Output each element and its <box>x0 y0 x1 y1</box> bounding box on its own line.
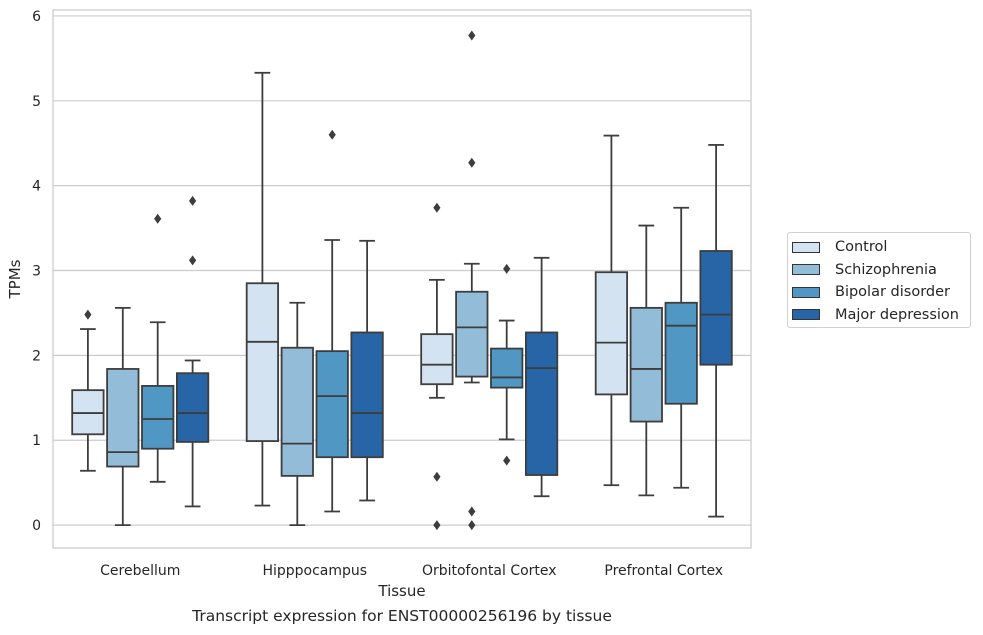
legend-swatch <box>792 309 820 321</box>
box-group <box>420 202 454 531</box>
x-tick-label: Prefrontal Cortex <box>604 563 723 579</box>
x-tick-label: Cerebellum <box>100 563 180 579</box>
boxes <box>71 30 733 531</box>
box-group <box>71 309 105 472</box>
box <box>699 250 733 366</box>
outlier-point <box>433 520 441 531</box>
box-group <box>315 129 349 513</box>
box <box>629 306 663 423</box>
legend-item: Major depression <box>792 304 970 327</box>
box-group <box>175 195 210 508</box>
legend-label: Bipolar disorder <box>835 284 950 301</box>
box <box>420 333 454 386</box>
box <box>280 346 314 477</box>
box <box>524 331 559 476</box>
outlier-point <box>433 202 441 213</box>
outlier-point <box>84 309 92 320</box>
y-tick-label: 3 <box>32 264 41 280</box>
box <box>664 301 698 405</box>
legend: Control Schizophrenia Bipolar disorder Majo… <box>787 232 971 328</box>
y-tick-label: 4 <box>32 179 41 195</box>
outlier-point <box>433 471 441 482</box>
box <box>350 331 384 459</box>
x-axis-label: Tissue <box>377 582 425 600</box>
outlier-point <box>154 213 162 224</box>
legend-item: Bipolar disorder <box>792 281 970 304</box>
x-tick-label: Orbitofontal Cortex <box>422 563 557 579</box>
box-group <box>350 239 384 502</box>
legend-item: Control <box>792 236 970 259</box>
box <box>245 282 280 442</box>
y-tick-label: 0 <box>32 518 41 534</box>
outlier-point <box>468 506 476 517</box>
outlier-point <box>503 455 511 466</box>
box-group <box>280 301 314 526</box>
box-group <box>455 30 489 531</box>
legend-swatch <box>792 286 820 298</box>
box-group <box>699 144 733 518</box>
legend-label: Schizophrenia <box>835 261 937 278</box>
legend-swatch <box>792 264 820 276</box>
outlier-point <box>189 255 197 266</box>
outlier-point <box>468 30 476 41</box>
outlier-point <box>468 157 476 168</box>
outlier-point <box>189 195 197 206</box>
box-group <box>594 134 629 487</box>
x-tick-labels: Cerebellum Hipppocampus Orbitofontal Corte… <box>100 563 723 579</box>
legend-item: Schizophrenia <box>792 259 970 282</box>
box-group <box>629 224 663 497</box>
box-group <box>490 263 524 466</box>
box <box>175 372 210 443</box>
outlier-point <box>468 520 476 531</box>
box-group <box>106 306 140 526</box>
legend-swatch <box>792 241 820 253</box>
x-tick-label: Hipppocampus <box>262 563 367 579</box>
y-axis-label: TPMs <box>6 259 24 299</box>
box <box>141 385 175 450</box>
box <box>315 350 349 459</box>
plot-frame <box>52 9 752 549</box>
box-group <box>664 206 698 489</box>
box <box>594 271 629 396</box>
outlier-point <box>328 129 336 140</box>
y-tick-labels: 0 1 2 3 4 5 6 <box>32 9 41 534</box>
y-tick-label: 6 <box>32 9 41 25</box>
box-group <box>245 71 280 507</box>
chart-caption: Transcript expression for ENST0000025619… <box>192 607 612 625</box>
y-tick-label: 2 <box>32 348 41 364</box>
box <box>490 347 524 389</box>
y-tick-label: 5 <box>32 94 41 110</box>
legend-label: Major depression <box>835 306 959 323</box>
box-group <box>141 213 175 483</box>
legend-label: Control <box>835 239 888 256</box>
y-tick-label: 1 <box>32 433 41 449</box>
box <box>106 368 140 468</box>
outlier-point <box>503 263 511 274</box>
box-group <box>524 256 559 498</box>
box <box>455 290 489 378</box>
